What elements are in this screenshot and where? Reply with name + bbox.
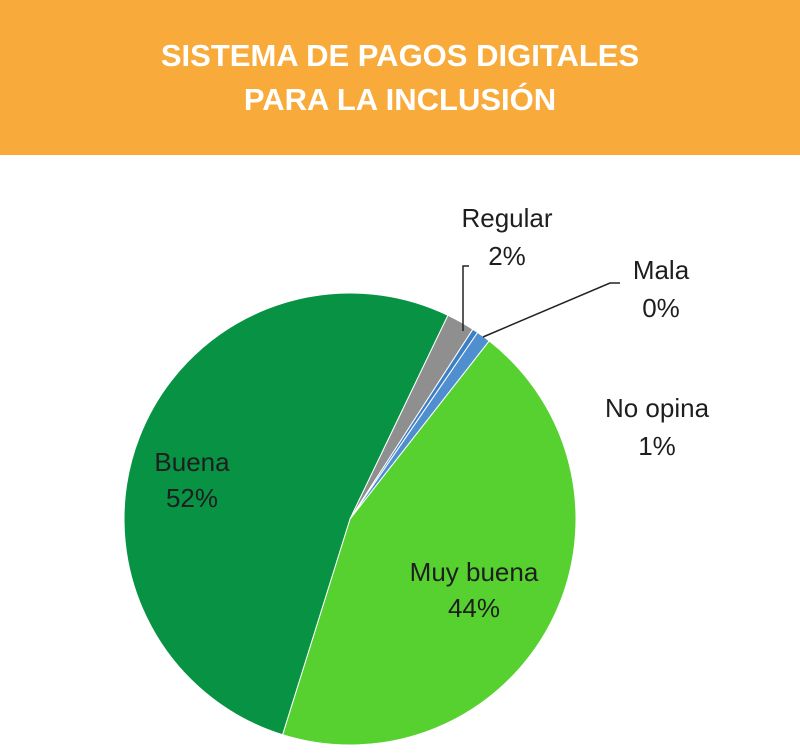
slice-label-name-buena: Buena <box>154 447 230 477</box>
slice-labels: Buena 52% Muy buena 44% Regular 2% Mala … <box>154 203 709 623</box>
chart-title-line-2: PARA LA INCLUSIÓN <box>243 81 557 117</box>
chart-header: SISTEMA DE PAGOS DIGITALES PARA LA INCLU… <box>0 0 800 155</box>
slice-label-name-mala: Mala <box>633 255 690 285</box>
chart-title-line-1: SISTEMA DE PAGOS DIGITALES <box>160 37 640 73</box>
slice-label-name-no-opina: No opina <box>605 393 710 423</box>
pie-slices <box>123 292 577 746</box>
leader-line-regular <box>462 265 469 331</box>
slice-label-value-buena: 52% <box>166 483 218 513</box>
pie-chart-area: Buena 52% Muy buena 44% Regular 2% Mala … <box>0 155 800 754</box>
leader-line-mala <box>482 282 620 338</box>
pie-chart: Buena 52% Muy buena 44% Regular 2% Mala … <box>123 203 710 746</box>
pie-slice-buena <box>123 292 449 736</box>
slice-label-value-mala: 0% <box>642 293 680 323</box>
leader-lines <box>462 265 620 338</box>
slice-label-name-regular: Regular <box>461 203 552 233</box>
pie-slice-muy-buena <box>281 340 577 746</box>
slice-label-value-muy-buena: 44% <box>448 593 500 623</box>
slice-label-value-no-opina: 1% <box>638 431 676 461</box>
slice-label-name-muy-buena: Muy buena <box>410 557 539 587</box>
slice-label-value-regular: 2% <box>488 241 526 271</box>
